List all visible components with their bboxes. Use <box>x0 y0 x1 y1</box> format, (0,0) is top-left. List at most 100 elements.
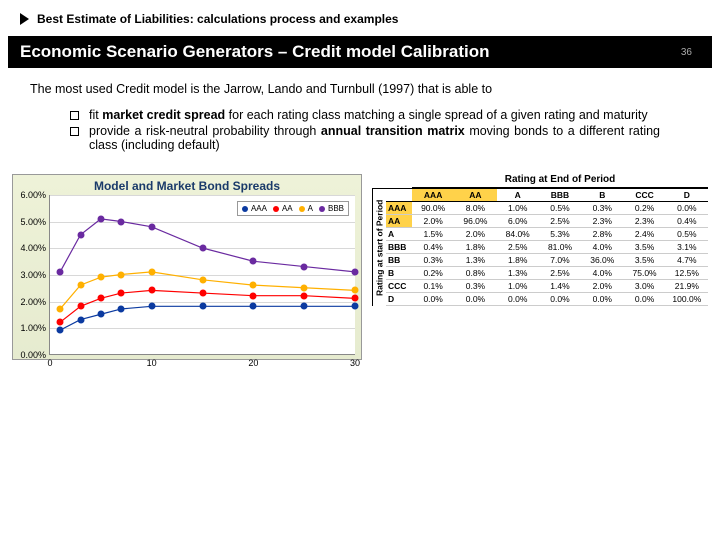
matrix-row-header: BBB <box>386 241 412 254</box>
data-point <box>77 316 84 323</box>
legend-dot-icon <box>299 206 305 212</box>
matrix-cell: 4.7% <box>666 254 708 267</box>
data-point <box>118 305 125 312</box>
matrix-cell: 2.3% <box>581 215 623 228</box>
data-point <box>118 218 125 225</box>
matrix-cell: 21.9% <box>666 280 708 293</box>
matrix-cell: 4.0% <box>581 241 623 254</box>
breadcrumb-bar: Best Estimate of Liabilities: calculatio… <box>0 0 720 32</box>
breadcrumb-text: Best Estimate of Liabilities: calculatio… <box>37 12 398 26</box>
page-number: 36 <box>681 47 700 58</box>
matrix-cell: 2.5% <box>497 241 539 254</box>
matrix-cell: 0.0% <box>412 293 454 306</box>
matrix-cell: 0.5% <box>666 228 708 241</box>
x-tick: 0 <box>47 358 52 368</box>
data-point <box>148 303 155 310</box>
legend-item: A <box>299 204 313 213</box>
transition-matrix: Rating at End of Period Rating at start … <box>372 174 708 360</box>
matrix-cell: 0.1% <box>412 280 454 293</box>
matrix-cell: 0.3% <box>454 280 496 293</box>
data-point <box>148 268 155 275</box>
legend-label: AA <box>282 204 293 213</box>
matrix-cell: 0.8% <box>454 267 496 280</box>
matrix-cell: 1.3% <box>454 254 496 267</box>
matrix-row-header: BB <box>386 254 412 267</box>
matrix-cell: 0.0% <box>539 293 581 306</box>
matrix-cell: 2.5% <box>539 215 581 228</box>
matrix-cell: 6.0% <box>497 215 539 228</box>
bullet-text: provide a risk-neutral probability throu… <box>89 124 660 152</box>
matrix-cell: 12.5% <box>666 267 708 280</box>
bullet-square-icon <box>70 127 79 136</box>
data-point <box>57 327 64 334</box>
data-point <box>199 290 206 297</box>
data-point <box>77 282 84 289</box>
matrix-cell: 0.2% <box>412 267 454 280</box>
matrix-cell: 1.3% <box>497 267 539 280</box>
matrix-cell: 2.0% <box>412 215 454 228</box>
matrix-col-header: AAA <box>412 189 454 202</box>
legend-dot-icon <box>242 206 248 212</box>
matrix-cell: 0.4% <box>666 215 708 228</box>
matrix-grid: Rating at start of PeriodAAAAAABBBBCCCDA… <box>372 188 708 306</box>
matrix-cell: 0.0% <box>497 293 539 306</box>
bullet-square-icon <box>70 111 79 120</box>
matrix-col-header: CCC <box>623 189 665 202</box>
matrix-cell: 0.0% <box>454 293 496 306</box>
matrix-cell: 84.0% <box>497 228 539 241</box>
matrix-cell: 3.5% <box>623 254 665 267</box>
matrix-cell: 5.3% <box>539 228 581 241</box>
matrix-cell: 2.5% <box>539 267 581 280</box>
matrix-cell: 0.5% <box>539 202 581 215</box>
page-title: Economic Scenario Generators – Credit mo… <box>20 42 490 62</box>
y-tick: 5.00% <box>14 217 46 227</box>
matrix-cell: 3.5% <box>623 241 665 254</box>
data-point <box>57 319 64 326</box>
matrix-cell: 0.4% <box>412 241 454 254</box>
bullet-item: provide a risk-neutral probability throu… <box>70 124 660 152</box>
data-point <box>97 311 104 318</box>
matrix-cell: 81.0% <box>539 241 581 254</box>
data-point <box>301 292 308 299</box>
matrix-cell: 4.0% <box>581 267 623 280</box>
matrix-col-header: BBB <box>539 189 581 202</box>
chart-body: AAAAAABBB 0.00%1.00%2.00%3.00%4.00%5.00%… <box>49 195 355 355</box>
legend-dot-icon <box>273 206 279 212</box>
y-tick: 2.00% <box>14 297 46 307</box>
legend-item: AAA <box>242 204 267 213</box>
matrix-cell: 90.0% <box>412 202 454 215</box>
matrix-row-header: AAA <box>386 202 412 215</box>
matrix-row-header: B <box>386 267 412 280</box>
legend-dot-icon <box>319 206 325 212</box>
x-tick: 20 <box>248 358 258 368</box>
matrix-cell: 3.1% <box>666 241 708 254</box>
data-point <box>77 303 84 310</box>
chart-title: Model and Market Bond Spreads <box>13 175 361 195</box>
bullet-list: fit market credit spread for each rating… <box>0 102 720 164</box>
matrix-cell: 1.8% <box>497 254 539 267</box>
data-point <box>97 295 104 302</box>
data-point <box>97 274 104 281</box>
data-point <box>352 295 359 302</box>
matrix-cell: 2.8% <box>581 228 623 241</box>
matrix-cell: 0.0% <box>623 293 665 306</box>
matrix-cell: 0.2% <box>623 202 665 215</box>
matrix-cell: 36.0% <box>581 254 623 267</box>
matrix-cell: 0.3% <box>581 202 623 215</box>
matrix-cell: 1.8% <box>454 241 496 254</box>
data-point <box>57 305 64 312</box>
spread-chart: Model and Market Bond Spreads AAAAAABBB … <box>12 174 362 360</box>
data-point <box>148 223 155 230</box>
chart-legend: AAAAAABBB <box>237 201 349 216</box>
content-row: Model and Market Bond Spreads AAAAAABBB … <box>0 164 720 360</box>
matrix-cell: 2.4% <box>623 228 665 241</box>
legend-item: AA <box>273 204 293 213</box>
x-tick: 10 <box>147 358 157 368</box>
data-point <box>250 282 257 289</box>
data-point <box>118 271 125 278</box>
legend-label: BBB <box>328 204 344 213</box>
triangle-icon <box>20 13 29 25</box>
matrix-cell: 100.0% <box>666 293 708 306</box>
data-point <box>352 287 359 294</box>
data-point <box>77 231 84 238</box>
